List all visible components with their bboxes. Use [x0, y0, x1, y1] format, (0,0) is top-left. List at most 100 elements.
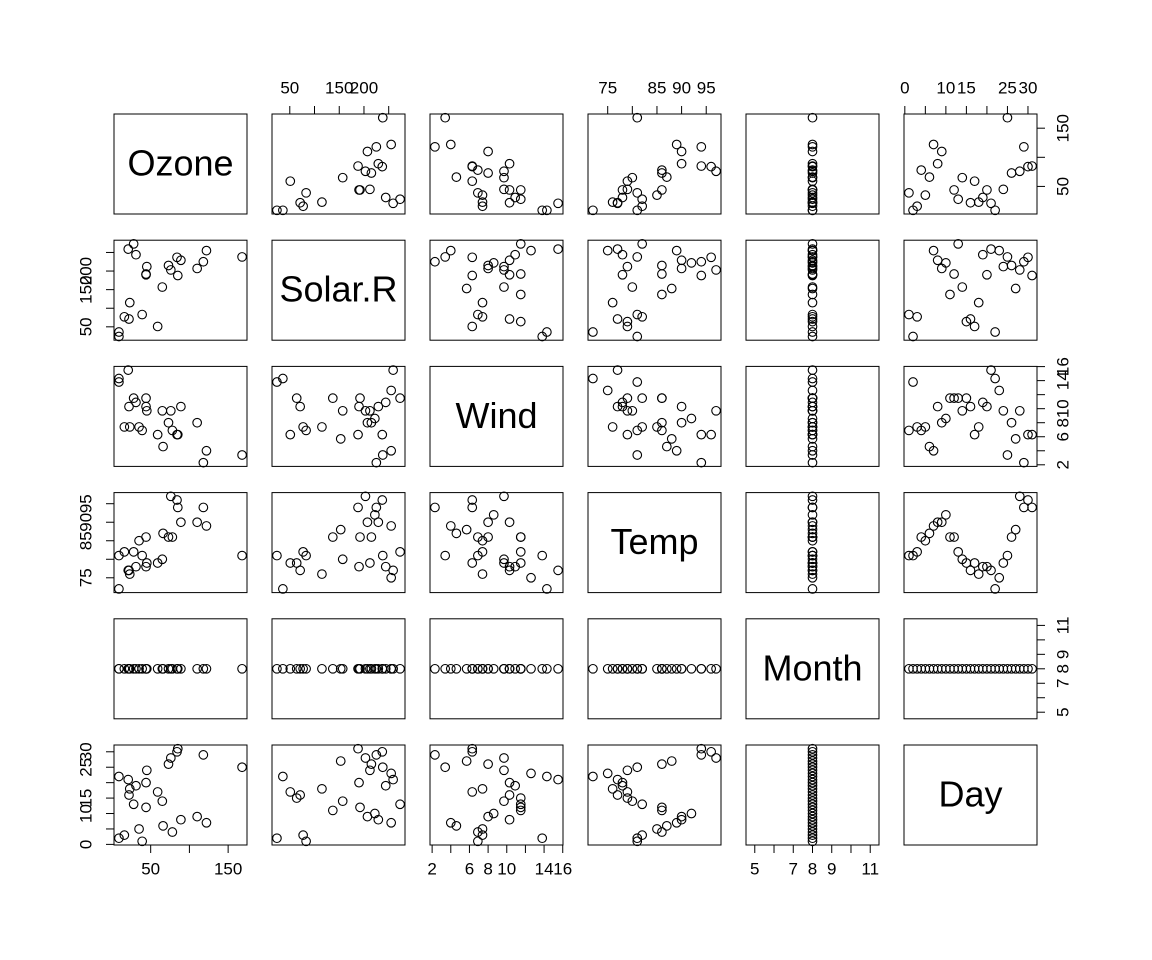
point	[499, 265, 509, 275]
point	[982, 401, 992, 412]
point	[354, 185, 364, 195]
point	[807, 790, 818, 800]
point	[440, 112, 451, 123]
point	[451, 172, 462, 182]
point	[807, 805, 818, 816]
point	[366, 532, 377, 542]
point	[657, 165, 667, 175]
point	[386, 445, 397, 456]
point	[499, 663, 509, 674]
point	[632, 663, 643, 674]
point	[504, 517, 515, 528]
point	[124, 297, 135, 308]
point	[386, 385, 397, 396]
panel-frame	[745, 492, 880, 594]
point	[807, 777, 818, 788]
point	[114, 331, 124, 342]
point	[327, 805, 338, 816]
point	[298, 663, 308, 674]
point	[445, 817, 456, 828]
panel-frame	[587, 744, 722, 846]
point	[366, 663, 377, 674]
point	[515, 802, 526, 813]
point	[807, 365, 818, 375]
point	[377, 746, 388, 757]
point	[483, 260, 493, 271]
point	[612, 198, 623, 209]
point	[152, 321, 163, 332]
point	[696, 270, 707, 281]
point	[172, 502, 183, 513]
point	[807, 554, 818, 565]
point	[973, 422, 984, 432]
point	[807, 252, 818, 263]
point	[957, 282, 968, 292]
point	[237, 762, 247, 773]
point	[807, 491, 818, 502]
point	[483, 168, 493, 178]
panel-frame	[745, 618, 880, 720]
point	[807, 569, 818, 579]
point	[285, 663, 296, 674]
point	[504, 185, 515, 195]
point	[936, 517, 947, 528]
point	[526, 663, 536, 674]
panel-frame	[429, 492, 564, 594]
point	[360, 663, 371, 674]
point	[676, 663, 687, 674]
point	[298, 422, 308, 432]
point	[445, 139, 456, 150]
point	[542, 327, 552, 337]
point	[553, 244, 563, 254]
point	[499, 166, 509, 177]
point	[380, 192, 391, 203]
point	[807, 787, 818, 797]
point	[986, 244, 996, 254]
tick-label: 9	[827, 859, 836, 878]
point	[499, 282, 509, 292]
point	[477, 201, 488, 212]
tick-label: 15	[76, 789, 95, 808]
point	[472, 836, 483, 847]
point	[451, 663, 462, 674]
point	[295, 663, 306, 674]
point	[807, 517, 818, 528]
point	[119, 547, 130, 557]
point	[542, 584, 552, 594]
point	[499, 765, 509, 776]
point	[657, 827, 667, 837]
point	[360, 166, 371, 177]
point	[295, 790, 306, 800]
point	[461, 283, 472, 294]
point	[661, 821, 672, 831]
point	[335, 663, 346, 674]
point	[272, 205, 282, 216]
point	[353, 502, 363, 513]
point	[957, 172, 968, 183]
point	[807, 771, 818, 782]
tick-label: 150	[325, 78, 353, 97]
point	[327, 663, 338, 674]
point	[686, 413, 697, 424]
panel-frame	[429, 239, 564, 341]
point	[167, 532, 178, 542]
point	[477, 569, 488, 579]
point	[152, 787, 163, 797]
point	[553, 663, 563, 674]
point	[912, 547, 922, 557]
point	[137, 425, 148, 436]
point	[430, 256, 440, 267]
variable-label: Month	[762, 647, 862, 688]
point	[537, 663, 548, 674]
point	[928, 445, 939, 456]
point	[612, 244, 623, 254]
point	[377, 550, 388, 561]
point	[176, 814, 186, 825]
point	[515, 663, 526, 674]
point	[632, 833, 643, 844]
panel-frame	[429, 618, 564, 720]
point	[657, 185, 667, 195]
point	[327, 532, 338, 542]
point	[982, 185, 992, 195]
point	[924, 172, 935, 182]
